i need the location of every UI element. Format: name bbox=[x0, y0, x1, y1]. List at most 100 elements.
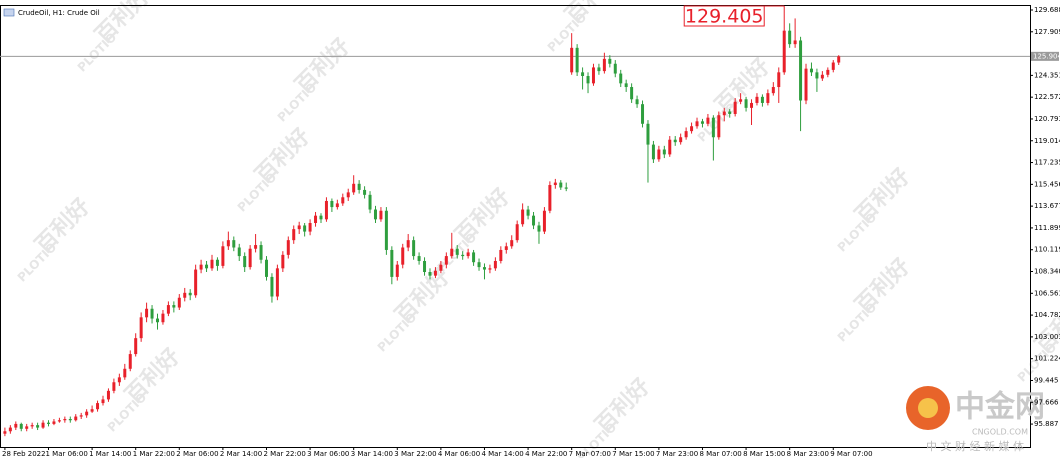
candle-body bbox=[521, 209, 525, 225]
logo-site: CNGOLD.COM bbox=[972, 428, 1028, 437]
chart-icon bbox=[3, 8, 15, 17]
candle-body bbox=[270, 276, 274, 297]
candle-body bbox=[36, 425, 40, 428]
candle-body bbox=[662, 149, 666, 155]
candle-body bbox=[455, 248, 459, 255]
candle-body bbox=[357, 183, 361, 190]
candle-body bbox=[788, 30, 792, 45]
candle-body bbox=[613, 63, 617, 74]
candle-body bbox=[564, 187, 568, 189]
candle-body bbox=[472, 252, 476, 263]
x-tick-label: 1 Mar 14:00 bbox=[89, 450, 131, 458]
candle-body bbox=[700, 121, 704, 124]
y-tick-label: 99.445 bbox=[1034, 376, 1059, 384]
y-tick-label: 111.899 bbox=[1034, 224, 1060, 232]
candle-body bbox=[194, 269, 198, 296]
x-tick-label: 8 Mar 23:00 bbox=[787, 450, 829, 458]
candle-body bbox=[79, 415, 83, 417]
candle-body bbox=[134, 338, 138, 355]
candle-body bbox=[254, 245, 258, 249]
candle-body bbox=[341, 197, 345, 204]
x-tick-label: 2 Mar 14:00 bbox=[220, 450, 262, 458]
candle-body bbox=[199, 264, 203, 270]
x-tick-label: 2 Mar 22:00 bbox=[263, 450, 305, 458]
x-tick-label: 1 Mar 22:00 bbox=[133, 450, 175, 458]
y-tick-label: 129.688 bbox=[1034, 6, 1060, 14]
candle-body bbox=[303, 225, 307, 232]
candle-body bbox=[390, 249, 394, 277]
candle-body bbox=[630, 87, 634, 100]
candle-body bbox=[488, 268, 492, 270]
candle-body bbox=[771, 87, 775, 94]
x-tick-label: 4 Mar 06:00 bbox=[438, 450, 480, 458]
candle-body bbox=[373, 209, 377, 220]
candle-body bbox=[553, 182, 557, 186]
candle-body bbox=[646, 123, 650, 145]
candle-body bbox=[684, 131, 688, 138]
candle-body bbox=[314, 215, 318, 224]
x-tick-label: 8 Mar 07:00 bbox=[699, 450, 741, 458]
y-tick-label: 117.235 bbox=[1034, 159, 1060, 167]
candle-body bbox=[755, 96, 759, 103]
candle-body bbox=[586, 76, 590, 84]
candle-body bbox=[733, 101, 737, 114]
candle-body bbox=[123, 368, 127, 378]
candle-body bbox=[63, 419, 67, 421]
candle-body bbox=[128, 354, 132, 369]
y-tick-label: 115.456 bbox=[1034, 180, 1060, 188]
candle-body bbox=[155, 318, 159, 323]
candle-body bbox=[809, 68, 813, 73]
candle-body bbox=[477, 262, 481, 268]
x-tick-label: 9 Mar 07:00 bbox=[830, 450, 872, 458]
x-tick-label: 28 Feb 2022 bbox=[2, 450, 46, 458]
candle-body bbox=[417, 256, 421, 261]
candle-body bbox=[532, 215, 536, 226]
plot-frame bbox=[0, 5, 1031, 448]
candle-body bbox=[548, 185, 552, 211]
candle-body bbox=[90, 409, 94, 412]
candle-body bbox=[259, 245, 263, 260]
candle-body bbox=[450, 248, 454, 257]
candle-body bbox=[635, 99, 639, 105]
candle-body bbox=[161, 313, 165, 323]
current-price-label: 125.904 bbox=[1033, 52, 1060, 60]
candle-body bbox=[183, 292, 187, 298]
candle-body bbox=[597, 67, 601, 72]
logo-mark-inner bbox=[918, 398, 938, 418]
y-tick-label: 97.666 bbox=[1034, 398, 1059, 406]
candle-body bbox=[504, 246, 508, 250]
candle-body bbox=[264, 259, 268, 277]
candle-body bbox=[711, 117, 715, 138]
candle-body bbox=[608, 58, 612, 64]
candle-body bbox=[706, 117, 710, 124]
logo: 中金网 CNGOLD.COM 中 文 财 经 新 媒 体 bbox=[906, 386, 1045, 453]
candle-body bbox=[717, 115, 721, 138]
y-tick-label: 103.003 bbox=[1034, 333, 1060, 341]
candle-body bbox=[8, 427, 12, 432]
x-tick-label: 7 Mar 23:00 bbox=[656, 450, 698, 458]
candle-body bbox=[570, 47, 574, 73]
candle-body bbox=[106, 390, 110, 400]
candle-body bbox=[379, 210, 383, 220]
candle-body bbox=[526, 209, 530, 216]
y-tick-label: 120.793 bbox=[1034, 115, 1060, 123]
candle-body bbox=[248, 248, 252, 268]
candle-body bbox=[537, 225, 541, 232]
x-tick-label: 3 Mar 14:00 bbox=[351, 450, 393, 458]
candle-body bbox=[668, 139, 672, 155]
candle-body bbox=[281, 254, 285, 269]
candle-body bbox=[722, 111, 726, 116]
candle-body bbox=[641, 104, 645, 124]
candle-body bbox=[782, 30, 786, 73]
candle-body bbox=[591, 67, 595, 84]
candle-body bbox=[673, 139, 677, 143]
candle-body bbox=[499, 249, 503, 261]
candle-body bbox=[657, 149, 661, 160]
candle-body bbox=[215, 259, 219, 266]
candle-body bbox=[96, 403, 100, 410]
candle-body bbox=[679, 137, 683, 143]
candle-body bbox=[602, 58, 606, 72]
candle-body bbox=[41, 422, 45, 428]
